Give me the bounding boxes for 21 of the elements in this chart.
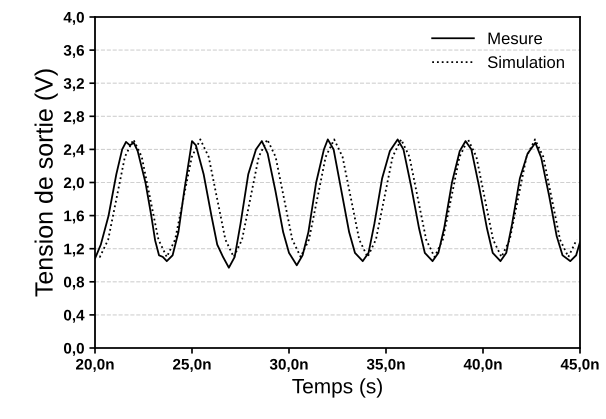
x-tick-label: 20,0n <box>76 358 114 372</box>
x-tick-label: 25,0n <box>173 358 211 372</box>
x-tick-label: 35,0n <box>366 358 405 372</box>
x-tick-label: 45,0n <box>560 358 599 372</box>
y-tick-label: 3,6 <box>64 44 84 58</box>
x-tick-label: 40,0n <box>464 358 502 372</box>
x-tick-label: 30,0n <box>270 358 308 372</box>
legend-label: Mesure <box>488 32 542 44</box>
y-tick-label: 2,8 <box>64 111 84 124</box>
y-tick-label: 0,8 <box>64 276 84 290</box>
y-tick-label: 1,2 <box>64 244 84 257</box>
legend-label: Simulation <box>488 56 564 68</box>
y-tick-label: 0,0 <box>64 342 84 356</box>
x-axis-title: Temps (s) <box>292 378 382 398</box>
y-tick-label: 3,2 <box>64 78 84 92</box>
y-tick-label: 1,6 <box>64 210 84 224</box>
y-tick-label: 2,0 <box>64 177 84 190</box>
y-tick-label: 0,4 <box>64 310 85 323</box>
y-tick-label: 4,0 <box>64 12 84 25</box>
y-tick-label: 2,4 <box>64 144 85 158</box>
y-axis-title: Tension de sortie (V) <box>34 69 58 297</box>
